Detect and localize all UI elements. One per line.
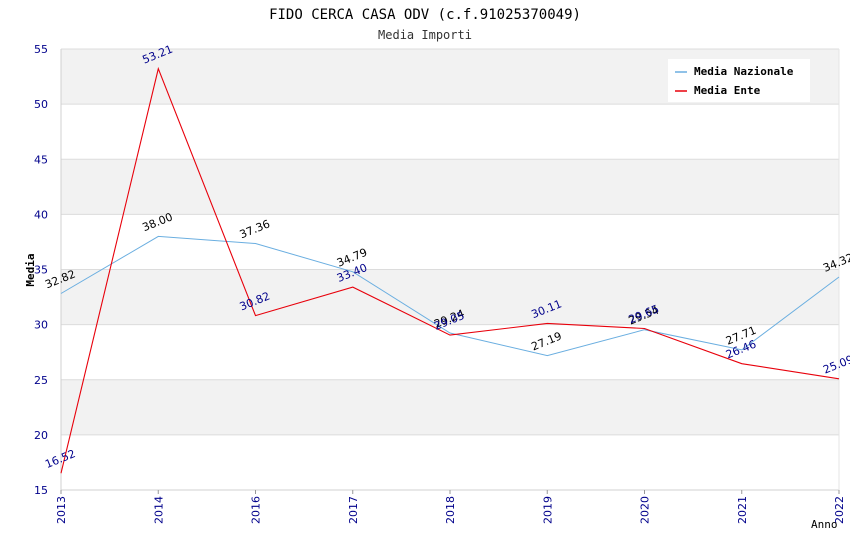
plot-band: [61, 269, 839, 325]
plot-background-bands: [61, 49, 839, 490]
x-tick-label: 2021: [736, 496, 749, 524]
x-tick-label: 2018: [444, 496, 457, 524]
x-tick-label: 2014: [152, 496, 165, 524]
x-tick-label: 2017: [347, 496, 360, 524]
y-tick-label: 15: [34, 484, 48, 497]
series-lines: [60, 66, 840, 474]
y-axis-title: Media: [24, 253, 37, 286]
legend-label-media-ente: Media Ente: [694, 84, 761, 97]
x-tick-label: 2016: [250, 496, 263, 524]
plot-band: [61, 104, 839, 160]
y-tick-label: 40: [34, 208, 48, 221]
axes: 2013 2014 2016 2017 2018 2019 2020 2021 2022: [55, 49, 846, 524]
series-line-media-nazionale: [60, 235, 840, 357]
y-tick-label: 30: [34, 319, 48, 332]
y-tick-label: 45: [34, 153, 48, 166]
x-axis-title: Anno: [811, 518, 838, 531]
plot-band: [61, 214, 839, 270]
x-tick-label: 2013: [55, 496, 68, 524]
legend: Media Nazionale Media Ente: [668, 59, 810, 102]
x-tick-label: 2022: [833, 496, 846, 524]
chart-title: FIDO CERCA CASA ODV (c.f.91025370049): [269, 7, 581, 23]
y-tick-label: 55: [34, 43, 48, 56]
plot-band: [61, 434, 839, 490]
legend-label-media-nazionale: Media Nazionale: [694, 65, 794, 78]
legend-box: [668, 59, 810, 102]
chart-subtitle: Media Importi: [378, 28, 472, 42]
series-line-media-ente: [60, 66, 840, 474]
y-tick-label: 25: [34, 374, 48, 387]
y-tick-label: 20: [34, 429, 48, 442]
x-tick-label: 2019: [541, 496, 554, 524]
plot-band: [61, 159, 839, 215]
y-tick-label: 35: [34, 264, 48, 277]
plot-band: [61, 379, 839, 435]
x-tick-label: 2020: [639, 496, 652, 524]
y-tick-label: 50: [34, 98, 48, 111]
